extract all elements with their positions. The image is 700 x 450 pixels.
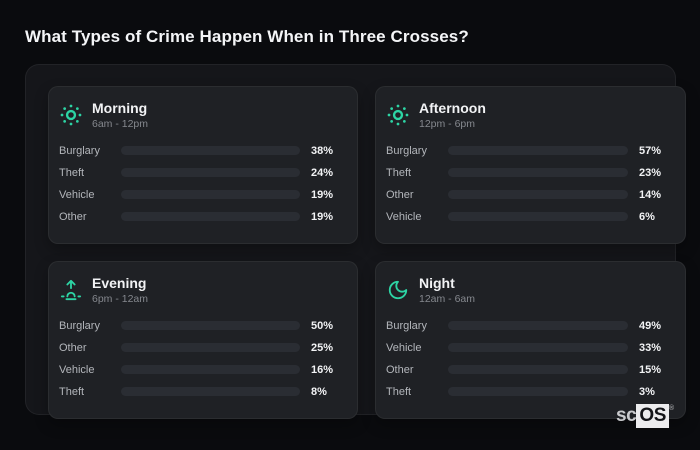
bar-track [121,343,300,352]
bar-row: Other 15% [386,363,675,376]
bar-row: Vehicle 16% [59,363,347,376]
sun-icon [386,103,410,127]
registered-trademark-icon: ® [669,405,674,412]
brand-logo: sc OS ® [616,404,674,428]
bar-row: Vehicle 19% [59,188,347,201]
crime-type-label: Theft [59,385,85,398]
bar-track [448,146,628,155]
bar-row: Theft 8% [59,385,347,398]
crime-type-label: Other [59,210,87,223]
bar-track [448,168,628,177]
card-afternoon: Afternoon 12pm - 6pm Burglary 57% Theft … [375,86,686,244]
bar-row: Theft 3% [386,385,675,398]
crime-type-label: Vehicle [386,210,422,223]
bar-row: Burglary 38% [59,144,347,157]
bar-track [448,343,628,352]
bar-row: Other 14% [386,188,675,201]
card-header: Afternoon 12pm - 6pm [386,99,675,131]
bar-track [448,365,628,374]
crime-type-label: Vehicle [386,341,422,354]
percentage-value: 14% [639,188,662,201]
bar-track [121,365,300,374]
bar-row: Theft 23% [386,166,675,179]
bar-track [121,146,300,155]
bar-rows: Burglary 50% Other 25% Vehicle 16% Theft… [59,319,347,398]
card-header: Morning 6am - 12pm [59,99,347,131]
card-header: Night 12am - 6am [386,274,675,306]
bar-row: Burglary 57% [386,144,675,157]
crime-type-label: Burglary [59,144,100,157]
bar-row: Vehicle 6% [386,210,675,223]
percentage-value: 49% [639,319,662,332]
crime-type-label: Vehicle [59,188,95,201]
bar-track [121,212,300,221]
moon-icon [386,278,410,302]
crime-type-label: Burglary [386,319,427,332]
crime-type-label: Other [386,363,414,376]
bar-track [121,190,300,199]
card-evening: Evening 6pm - 12am Burglary 50% Other 25… [48,261,358,419]
brand-prefix: sc [616,405,637,426]
card-morning: Morning 6am - 12pm Burglary 38% Theft 24… [48,86,358,244]
percentage-value: 57% [639,144,662,157]
card-title: Afternoon [419,99,486,116]
crime-type-label: Other [386,188,414,201]
bar-row: Other 25% [59,341,347,354]
bar-rows: Burglary 38% Theft 24% Vehicle 19% Other… [59,144,347,223]
bar-track [448,321,628,330]
bar-track [448,190,628,199]
bar-track [121,168,300,177]
percentage-value: 33% [639,341,662,354]
percentage-value: 19% [311,188,334,201]
bar-row: Vehicle 33% [386,341,675,354]
bar-row: Other 19% [59,210,347,223]
card-time-range: 6am - 12pm [92,117,149,130]
bar-rows: Burglary 49% Vehicle 33% Other 15% Theft… [386,319,675,398]
percentage-value: 3% [639,385,655,398]
crime-type-label: Burglary [386,144,427,157]
card-header: Evening 6pm - 12am [59,274,347,306]
card-night: Night 12am - 6am Burglary 49% Vehicle 33… [375,261,686,419]
percentage-value: 24% [311,166,334,179]
card-title: Evening [92,274,147,291]
page-title: What Types of Crime Happen When in Three… [25,27,469,46]
crime-type-label: Theft [386,166,412,179]
card-title: Night [419,274,455,291]
percentage-value: 23% [639,166,662,179]
percentage-value: 15% [639,363,662,376]
crime-type-label: Theft [386,385,412,398]
card-time-range: 12am - 6am [419,292,476,305]
sun-icon [59,103,83,127]
bar-track [448,212,628,221]
percentage-value: 50% [311,319,334,332]
percentage-value: 16% [311,363,334,376]
bar-row: Burglary 49% [386,319,675,332]
bar-row: Theft 24% [59,166,347,179]
percentage-value: 19% [311,210,334,223]
time-period-cards: Morning 6am - 12pm Burglary 38% Theft 24… [48,86,686,419]
percentage-value: 38% [311,144,334,157]
bar-row: Burglary 50% [59,319,347,332]
card-title: Morning [92,99,148,116]
card-time-range: 6pm - 12am [92,292,149,305]
percentage-value: 25% [311,341,334,354]
bar-track [448,387,628,396]
crime-type-label: Other [59,341,87,354]
crime-type-label: Burglary [59,319,100,332]
bar-rows: Burglary 57% Theft 23% Other 14% Vehicle… [386,144,675,223]
card-time-range: 12pm - 6pm [419,117,476,130]
sunrise-icon [59,278,83,302]
crime-type-label: Vehicle [59,363,95,376]
brand-suffix: OS [636,404,669,428]
crime-type-label: Theft [59,166,85,179]
percentage-value: 8% [311,385,327,398]
bar-track [121,387,300,396]
bar-track [121,321,300,330]
percentage-value: 6% [639,210,655,223]
